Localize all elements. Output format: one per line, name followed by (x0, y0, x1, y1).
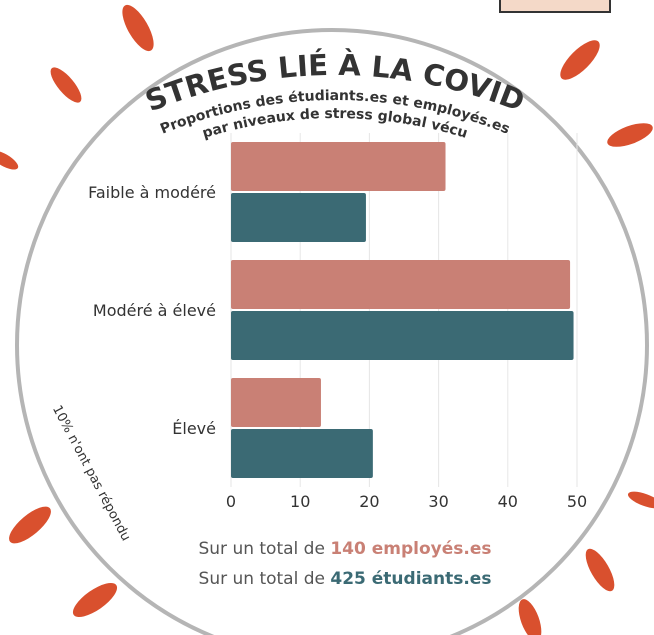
x-tick-label: 30 (428, 492, 448, 511)
y-tick-label: Faible à modéré (88, 183, 216, 202)
chart: STRESS LIÉ À LA COVID Proportions des ét… (0, 0, 654, 635)
x-tick-label: 50 (567, 492, 587, 511)
bar (231, 378, 321, 427)
x-tick-label: 0 (226, 492, 236, 511)
bar (231, 142, 446, 191)
x-tick-label: 40 (498, 492, 518, 511)
y-tick-label: Modéré à élevé (93, 301, 216, 320)
x-tick-label: 10 (290, 492, 310, 511)
legend-entry: Sur un total de 425 étudiants.es (199, 569, 492, 589)
legend-entry: Sur un total de 140 employés.es (198, 539, 491, 559)
x-tick-label: 20 (359, 492, 379, 511)
legend-prefix: Sur un total de (198, 539, 324, 559)
bar (231, 260, 570, 309)
decoration (500, 0, 610, 12)
y-tick-label: Élevé (172, 419, 216, 438)
bar (231, 311, 574, 360)
legend-label: 425 étudiants.es (330, 569, 491, 589)
legend-prefix: Sur un total de (199, 569, 325, 589)
bar (231, 429, 373, 478)
legend-label: 140 employés.es (330, 539, 491, 559)
bar (231, 193, 366, 242)
